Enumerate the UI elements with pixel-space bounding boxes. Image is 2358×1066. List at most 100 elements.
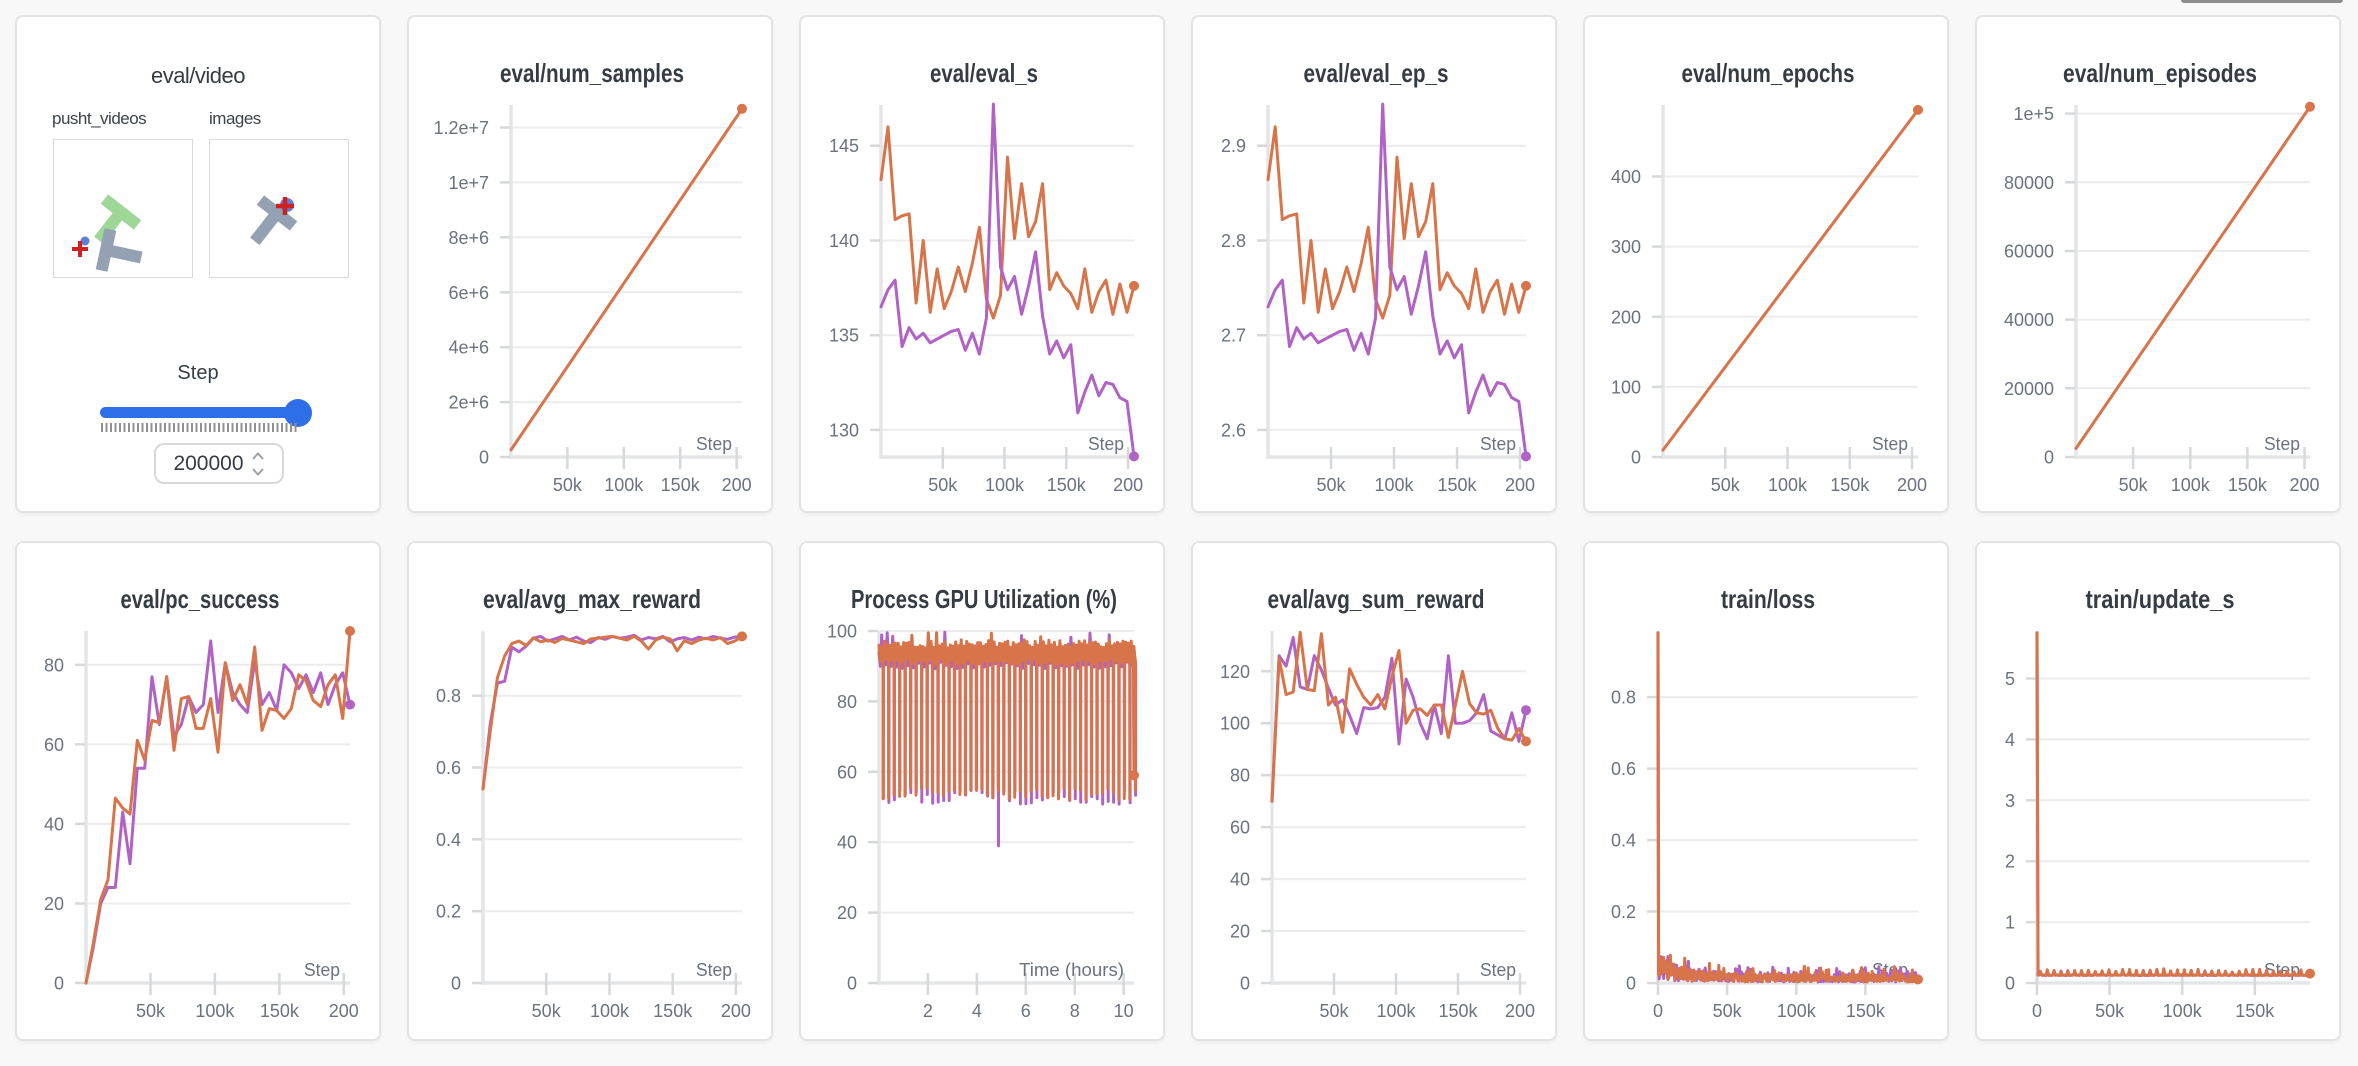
svg-text:200: 200: [1897, 475, 1927, 495]
svg-text:80: 80: [837, 692, 857, 712]
svg-text:eval/avg_max_reward: eval/avg_max_reward: [483, 584, 701, 614]
svg-text:80000: 80000: [2004, 173, 2054, 193]
svg-text:2.9: 2.9: [1221, 136, 1246, 156]
svg-text:Step: Step: [696, 960, 732, 980]
svg-text:3: 3: [2005, 791, 2015, 811]
svg-text:0.8: 0.8: [436, 686, 461, 706]
svg-text:100: 100: [827, 622, 857, 642]
svg-text:130: 130: [829, 420, 859, 440]
svg-text:20: 20: [837, 903, 857, 923]
svg-text:Step: Step: [1480, 960, 1516, 980]
svg-text:50k: 50k: [136, 1001, 166, 1021]
svg-text:0: 0: [451, 974, 461, 994]
svg-text:0.6: 0.6: [1611, 759, 1636, 779]
svg-text:0.4: 0.4: [1611, 831, 1636, 851]
svg-text:6: 6: [1021, 1001, 1031, 1021]
svg-text:Process GPU Utilization (%): Process GPU Utilization (%): [851, 584, 1117, 614]
svg-text:20: 20: [1230, 922, 1250, 942]
svg-text:Time (hours): Time (hours): [1019, 960, 1124, 980]
svg-text:100k: 100k: [1777, 1001, 1817, 1021]
svg-text:0: 0: [2044, 448, 2054, 468]
svg-text:1.2e+7: 1.2e+7: [433, 118, 489, 138]
svg-text:0: 0: [1653, 1001, 1663, 1021]
svg-text:train/update_s: train/update_s: [2086, 584, 2235, 614]
svg-text:1e+7: 1e+7: [448, 173, 489, 193]
svg-text:0: 0: [2032, 1001, 2042, 1021]
svg-text:400: 400: [1611, 167, 1641, 187]
svg-text:2.6: 2.6: [1221, 420, 1246, 440]
svg-text:50k: 50k: [553, 475, 583, 495]
svg-text:0: 0: [847, 974, 857, 994]
svg-text:0: 0: [54, 974, 64, 994]
svg-text:0.8: 0.8: [1611, 688, 1636, 708]
svg-text:150k: 150k: [1830, 475, 1870, 495]
svg-text:Step: Step: [1480, 434, 1516, 454]
svg-text:4: 4: [972, 1001, 982, 1021]
svg-text:eval/eval_s: eval/eval_s: [930, 58, 1038, 88]
svg-text:10: 10: [1114, 1001, 1134, 1021]
svg-text:150k: 150k: [2228, 475, 2268, 495]
svg-text:60: 60: [1230, 818, 1250, 838]
svg-text:200: 200: [1113, 475, 1143, 495]
svg-text:140: 140: [829, 231, 859, 251]
svg-text:80: 80: [44, 655, 64, 675]
svg-text:100k: 100k: [590, 1001, 630, 1021]
svg-text:0.2: 0.2: [436, 902, 461, 922]
svg-text:60: 60: [837, 762, 857, 782]
svg-text:60000: 60000: [2004, 242, 2054, 262]
svg-text:60: 60: [44, 735, 64, 755]
svg-text:100k: 100k: [1376, 1001, 1416, 1021]
svg-text:145: 145: [829, 136, 859, 156]
svg-text:1e+5: 1e+5: [2013, 104, 2054, 124]
svg-text:100k: 100k: [604, 475, 644, 495]
svg-text:200: 200: [1611, 307, 1641, 327]
svg-text:50k: 50k: [1319, 1001, 1349, 1021]
svg-text:50k: 50k: [1316, 475, 1346, 495]
svg-text:200: 200: [2289, 475, 2319, 495]
svg-text:200: 200: [1505, 1001, 1535, 1021]
svg-text:8e+6: 8e+6: [448, 228, 489, 248]
svg-text:0: 0: [479, 448, 489, 468]
svg-text:100: 100: [1220, 714, 1250, 734]
svg-text:0.2: 0.2: [1611, 902, 1636, 922]
svg-text:40: 40: [1230, 870, 1250, 890]
svg-text:0: 0: [1631, 448, 1641, 468]
svg-text:50k: 50k: [1713, 1001, 1743, 1021]
svg-text:Step: Step: [2264, 960, 2300, 980]
svg-text:0: 0: [1626, 974, 1636, 994]
svg-text:150k: 150k: [1437, 475, 1477, 495]
svg-text:Step: Step: [696, 434, 732, 454]
svg-text:4: 4: [2005, 730, 2015, 750]
svg-text:150k: 150k: [1846, 1001, 1886, 1021]
svg-text:20000: 20000: [2004, 379, 2054, 399]
svg-text:100: 100: [1611, 377, 1641, 397]
svg-text:150k: 150k: [653, 1001, 693, 1021]
svg-text:8: 8: [1070, 1001, 1080, 1021]
svg-text:100k: 100k: [985, 475, 1025, 495]
svg-text:40: 40: [44, 814, 64, 834]
svg-text:50k: 50k: [532, 1001, 562, 1021]
svg-text:2.8: 2.8: [1221, 231, 1246, 251]
svg-text:200: 200: [1505, 475, 1535, 495]
svg-text:120: 120: [1220, 662, 1250, 682]
svg-text:50k: 50k: [1711, 475, 1741, 495]
svg-text:Step: Step: [2264, 434, 2300, 454]
svg-text:0: 0: [2005, 974, 2015, 994]
svg-text:200: 200: [722, 475, 752, 495]
svg-text:2.7: 2.7: [1221, 326, 1246, 346]
svg-text:1: 1: [2005, 913, 2015, 933]
svg-text:eval/eval_ep_s: eval/eval_ep_s: [1304, 58, 1449, 88]
svg-text:20: 20: [44, 894, 64, 914]
svg-text:50k: 50k: [2119, 475, 2149, 495]
svg-text:300: 300: [1611, 237, 1641, 257]
svg-text:80: 80: [1230, 766, 1250, 786]
svg-text:2: 2: [2005, 852, 2015, 872]
svg-text:150k: 150k: [661, 475, 701, 495]
svg-text:150k: 150k: [1438, 1001, 1478, 1021]
svg-text:135: 135: [829, 326, 859, 346]
svg-text:50k: 50k: [928, 475, 958, 495]
svg-text:100k: 100k: [2163, 1001, 2203, 1021]
svg-text:200: 200: [329, 1001, 359, 1021]
svg-text:50k: 50k: [2095, 1001, 2125, 1021]
svg-text:100k: 100k: [1374, 475, 1414, 495]
